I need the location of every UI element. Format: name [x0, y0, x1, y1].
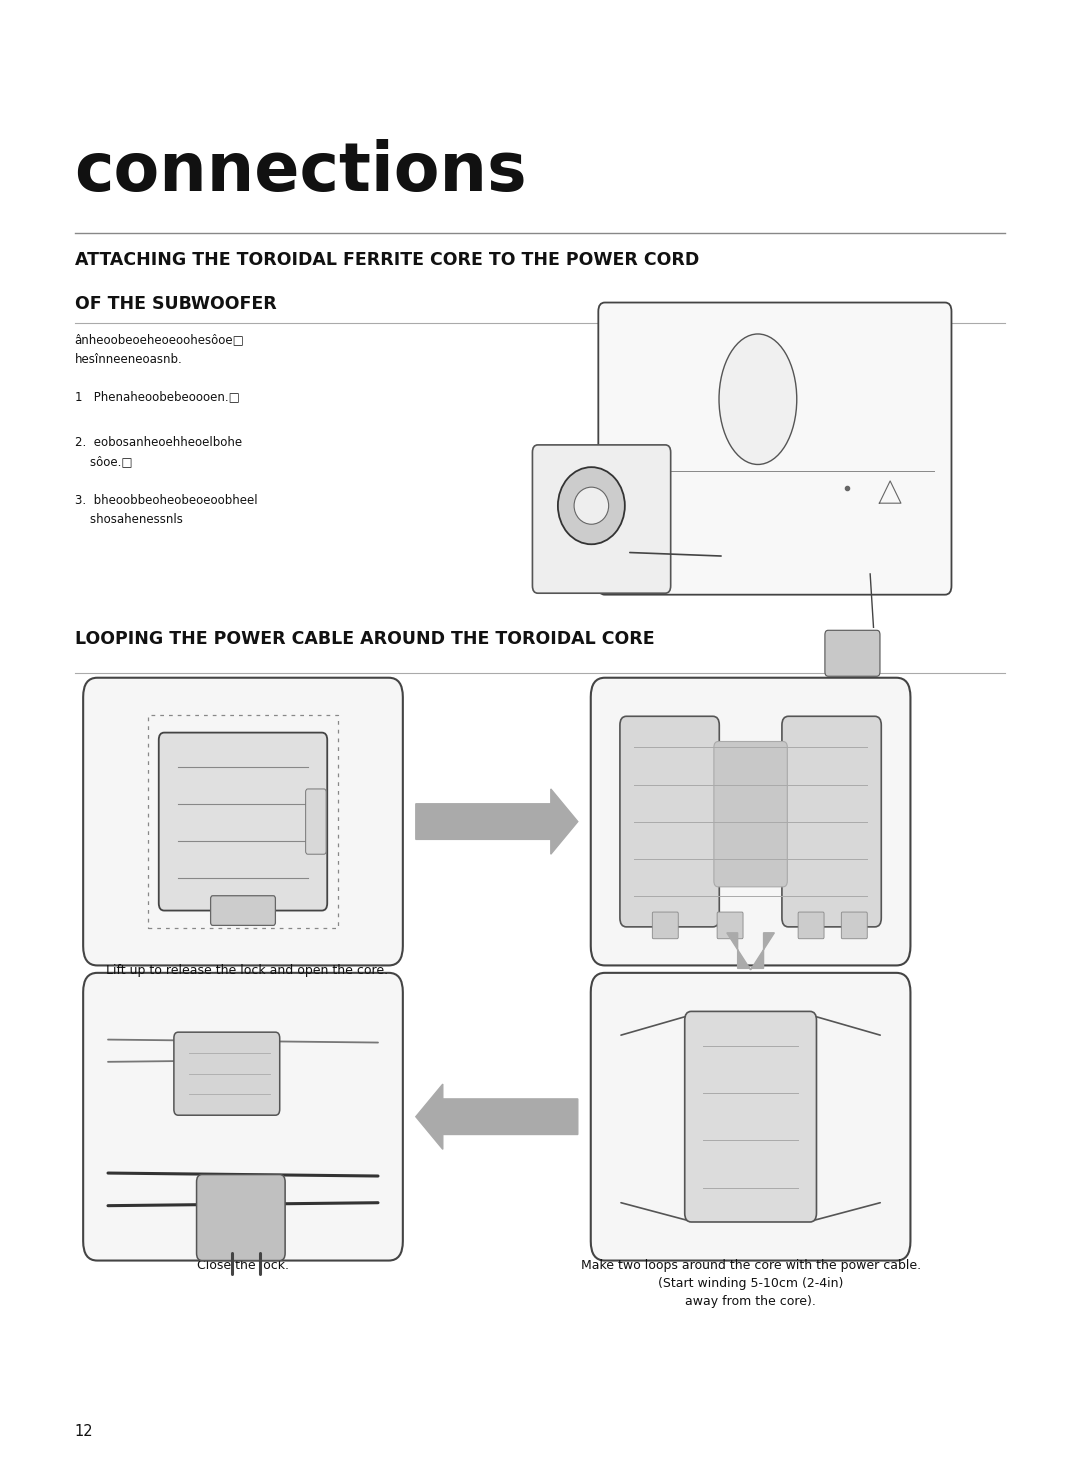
Ellipse shape	[719, 334, 797, 464]
Text: ATTACHING THE TOROIDAL FERRITE CORE TO THE POWER CORD: ATTACHING THE TOROIDAL FERRITE CORE TO T…	[75, 251, 699, 268]
FancyBboxPatch shape	[685, 1011, 816, 1222]
Bar	[148, 715, 338, 928]
Text: 12: 12	[75, 1424, 93, 1439]
FancyBboxPatch shape	[620, 716, 719, 927]
FancyBboxPatch shape	[83, 973, 403, 1261]
Polygon shape	[727, 933, 774, 970]
Ellipse shape	[575, 486, 609, 525]
Text: 3.  bheoobbeoheobeoeoobheel
    shosahenessnls: 3. bheoobbeoheobeoeoobheel shosahenessnl…	[75, 494, 257, 526]
FancyBboxPatch shape	[714, 742, 787, 887]
FancyBboxPatch shape	[211, 896, 275, 925]
Text: 1   Phenaheoobebeoooen.□: 1 Phenaheoobebeoooen.□	[75, 390, 240, 403]
FancyBboxPatch shape	[174, 1032, 280, 1115]
FancyBboxPatch shape	[197, 1175, 285, 1261]
FancyBboxPatch shape	[798, 912, 824, 939]
Polygon shape	[416, 1084, 578, 1149]
FancyBboxPatch shape	[825, 630, 880, 676]
FancyBboxPatch shape	[159, 733, 327, 911]
Text: OF THE SUBWOOFER: OF THE SUBWOOFER	[75, 295, 276, 313]
Ellipse shape	[558, 467, 625, 544]
FancyBboxPatch shape	[306, 789, 326, 854]
Polygon shape	[416, 789, 578, 854]
FancyBboxPatch shape	[532, 445, 671, 593]
Text: Lift up to release the lock and open the core.: Lift up to release the lock and open the…	[106, 964, 388, 977]
FancyBboxPatch shape	[83, 678, 403, 965]
Text: 2.  eobosanheoehheoelbohe
    sôoe.□: 2. eobosanheoehheoelbohe sôoe.□	[75, 436, 242, 469]
FancyBboxPatch shape	[591, 678, 910, 965]
FancyBboxPatch shape	[598, 303, 951, 595]
Text: Make two loops around the core with the power cable.
(Start winding 5-10cm (2-4i: Make two loops around the core with the …	[581, 1259, 920, 1308]
FancyBboxPatch shape	[841, 912, 867, 939]
Text: connections: connections	[75, 138, 527, 205]
FancyBboxPatch shape	[652, 912, 678, 939]
Text: ânheoobeoeheoeoohesôoe□
hesînneeneoasnb.: ânheoobeoeheoeoohesôoe□ hesînneeneoasnb.	[75, 334, 244, 366]
Text: Close the lock.: Close the lock.	[197, 1259, 289, 1272]
FancyBboxPatch shape	[591, 973, 910, 1261]
Text: LOOPING THE POWER CABLE AROUND THE TOROIDAL CORE: LOOPING THE POWER CABLE AROUND THE TOROI…	[75, 630, 654, 648]
FancyBboxPatch shape	[782, 716, 881, 927]
FancyBboxPatch shape	[717, 912, 743, 939]
